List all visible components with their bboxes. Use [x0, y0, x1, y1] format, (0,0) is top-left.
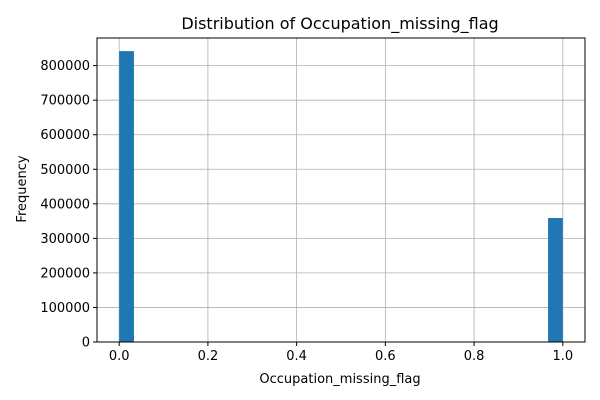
x-tick-label: 0.2	[198, 349, 219, 364]
y-tick-label: 500000	[40, 163, 90, 178]
x-tick-label: 0.0	[109, 349, 130, 364]
histogram-bar	[548, 217, 563, 342]
y-axis-label: Frequency	[15, 155, 30, 222]
y-tick-label: 800000	[40, 59, 90, 74]
x-tick-label: 1.0	[552, 349, 573, 364]
histogram-bar	[119, 51, 134, 343]
ticks-layer: 0.0 0.2 0.4 0.6 0.8 1.0 0 100000 200000 300000 400…	[40, 59, 573, 364]
y-tick-label: 700000	[40, 94, 90, 109]
x-tick-label: 0.8	[464, 349, 485, 364]
y-tick-label: 100000	[40, 301, 90, 316]
x-axis-label: Occupation_missing_flag	[259, 372, 420, 387]
bars-layer	[119, 51, 563, 343]
plot-frame	[96, 37, 586, 343]
y-tick-label: 400000	[40, 197, 90, 212]
x-tick-label: 0.6	[375, 349, 396, 364]
grid-layer	[97, 38, 585, 343]
y-tick-label: 600000	[40, 128, 90, 143]
y-tick-label: 0	[82, 336, 90, 351]
y-tick-label: 200000	[40, 266, 90, 281]
chart-title: Distribution of Occupation_missing_flag	[181, 14, 498, 34]
x-tick-label: 0.4	[286, 349, 307, 364]
y-tick-label: 300000	[40, 232, 90, 247]
